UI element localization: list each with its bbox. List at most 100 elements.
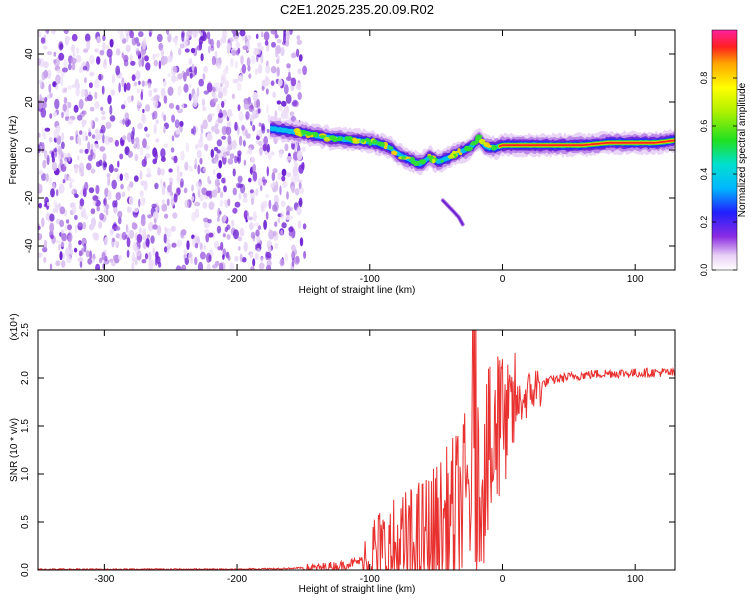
noise-blob (221, 100, 225, 108)
noise-blob (87, 258, 93, 265)
noise-blob (173, 155, 178, 164)
noise-blob (243, 192, 248, 199)
noise-blob (109, 105, 113, 115)
noise-blob (60, 132, 65, 141)
noise-blob (77, 155, 80, 161)
noise-blob (236, 156, 240, 162)
noise-blob (266, 46, 269, 52)
noise-blob (101, 115, 106, 121)
noise-blob (251, 109, 258, 120)
noise-blob (74, 163, 79, 174)
noise-blob (291, 142, 295, 150)
noise-blob (78, 162, 85, 173)
noise-blob (293, 172, 296, 177)
noise-blob (39, 81, 43, 88)
noise-blob (59, 251, 63, 261)
spectrogram-x-tick-label: -300 (94, 274, 114, 285)
noise-blob (71, 204, 77, 215)
noise-blob (61, 260, 66, 268)
noise-blob (121, 52, 125, 59)
noise-blob (115, 233, 120, 239)
noise-blob (64, 224, 68, 232)
noise-blob (139, 146, 144, 156)
noise-blob (216, 63, 222, 69)
noise-blob (252, 258, 256, 267)
noise-blob (239, 253, 243, 263)
noise-blob (55, 239, 61, 244)
noise-blob (238, 192, 242, 200)
noise-blob (241, 64, 247, 74)
noise-blob (284, 252, 288, 262)
noise-blob (280, 211, 284, 221)
noise-blob (295, 255, 300, 263)
noise-blob (181, 103, 185, 110)
noise-blob (272, 168, 278, 174)
noise-blob (258, 122, 262, 127)
noise-blob (243, 140, 246, 147)
ridge-peak-blob (336, 137, 342, 142)
noise-blob (106, 44, 109, 50)
ridge-peak-blob (474, 136, 479, 142)
noise-blob (183, 248, 188, 256)
noise-blob (231, 139, 237, 150)
noise-blob (281, 222, 287, 229)
noise-blob (94, 78, 100, 89)
noise-blob (242, 197, 248, 204)
noise-blob (287, 215, 294, 220)
noise-blob (192, 93, 199, 104)
noise-blob (211, 55, 216, 66)
noise-blob (194, 201, 201, 207)
snr-multiplier: (x10⁴) (9, 313, 20, 340)
noise-blob (49, 222, 55, 233)
noise-blob (53, 111, 57, 117)
noise-blob (90, 168, 96, 174)
noise-blob (53, 148, 57, 153)
noise-blob (173, 193, 178, 203)
colorbar-label: Normalized spectral amplitude (737, 82, 748, 217)
noise-blob (135, 250, 141, 257)
noise-blob (91, 134, 96, 139)
noise-blob (175, 128, 180, 135)
noise-blob (260, 256, 264, 265)
noise-blob (234, 155, 238, 164)
noise-blob (135, 50, 141, 56)
noise-blob (203, 244, 207, 251)
spectrogram-x-tick-label: 0 (500, 274, 506, 285)
noise-blob (105, 207, 109, 216)
noise-blob (266, 264, 272, 270)
noise-blob (266, 128, 270, 133)
noise-blob (136, 233, 143, 243)
noise-blob (103, 59, 107, 69)
noise-blob (63, 97, 68, 104)
noise-blob (286, 172, 292, 178)
noise-blob (49, 113, 53, 119)
noise-blob (227, 255, 231, 261)
noise-blob (186, 240, 190, 251)
noise-blob (131, 74, 136, 82)
noise-blob (227, 113, 231, 118)
spectrogram-x-tick-label: -100 (360, 274, 380, 285)
noise-blob (249, 114, 253, 122)
noise-blob (59, 77, 64, 87)
noise-blob (207, 45, 211, 54)
noise-blob (99, 129, 104, 134)
noise-blob (94, 91, 98, 100)
noise-blob (96, 205, 100, 212)
snr-y-tick-label: 0.5 (20, 515, 31, 529)
noise-blob (88, 82, 93, 89)
noise-blob (281, 175, 286, 182)
noise-blob (172, 212, 178, 219)
noise-blob (243, 100, 250, 110)
noise-blob (214, 178, 220, 187)
noise-blob (205, 233, 210, 243)
colorbar-gradient (711, 29, 738, 271)
noise-blob (298, 54, 303, 62)
noise-blob (245, 111, 250, 120)
noise-blob (71, 33, 78, 42)
noise-blob (226, 121, 232, 128)
noise-blob (270, 66, 277, 74)
noise-blob (67, 234, 71, 241)
ridge-peak-blob (479, 139, 486, 145)
noise-blob (160, 48, 165, 57)
noise-blob (62, 103, 67, 112)
